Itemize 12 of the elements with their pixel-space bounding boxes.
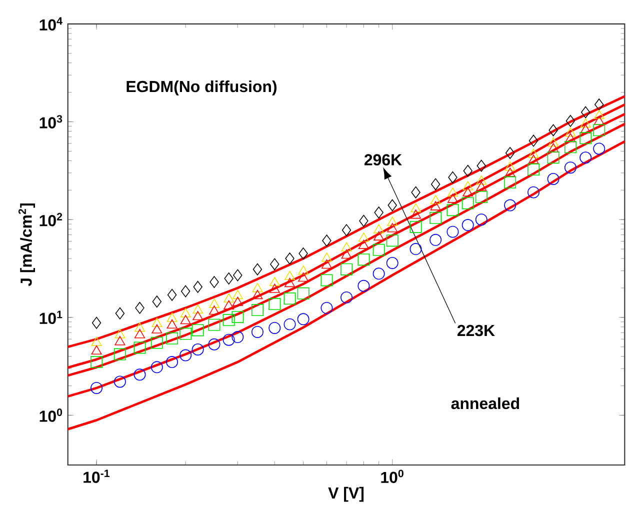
x-tick-label: 10$^{-1}$ [84,470,110,484]
annotation: annealed [451,397,520,410]
y-tick-label: 10$^{0}$ [40,408,62,422]
y-tick-label: 10$^{1}$ [40,310,62,324]
y-tick-label: 10$^{4}$ [40,17,62,31]
y-tick-label: 10$^{3}$ [40,115,62,128]
x-axis-title: V [V] [328,486,364,502]
annotation: EGDM(No diffusion) [126,80,277,96]
y-axis-title: J [mA/cm$^{2}$] [18,204,35,286]
annotation: 223K [457,324,495,336]
annotation: 296K [364,154,402,166]
y-tick-label: 10$^{2}$ [40,212,62,226]
